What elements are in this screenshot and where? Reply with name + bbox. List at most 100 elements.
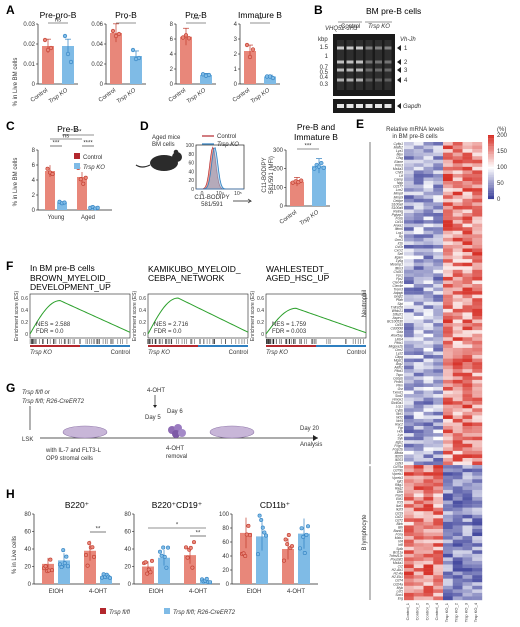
- heatmap-cell: [413, 323, 424, 327]
- gapdh-band: [356, 104, 363, 108]
- data-point: [84, 553, 89, 558]
- y-tick-label: 0: [28, 582, 32, 588]
- legend-swatch: [100, 608, 106, 614]
- heatmap-cell: [433, 560, 444, 565]
- heatmap-cell: [452, 362, 463, 366]
- gene-label: Chi3l1: [393, 270, 403, 274]
- heatmap-cell: [413, 298, 424, 302]
- gene-label: Gda: [397, 330, 403, 334]
- heatmap-cell: [433, 315, 444, 320]
- scale-segment: [488, 168, 494, 171]
- gsea-fdr: FDR = 0.003: [272, 329, 307, 335]
- significance-label: ****: [83, 141, 93, 147]
- heatmap-cell: [443, 532, 453, 537]
- heatmap-cell: [462, 578, 473, 583]
- heatmap-cell: [413, 315, 424, 320]
- bar: [298, 533, 310, 584]
- scale-segment: [488, 149, 494, 152]
- heatmap-cell: [472, 560, 483, 565]
- heatmap-cell: [472, 468, 483, 473]
- heatmap-cell: [443, 255, 453, 260]
- gel-group-control: Control: [341, 24, 360, 30]
- bar: [312, 165, 326, 206]
- heatmap-cell: [452, 383, 463, 388]
- heatmap-cell: [472, 511, 483, 515]
- y-tick-label: 40: [124, 547, 131, 553]
- heatmap-cell: [413, 230, 424, 235]
- heatmap-cell: [413, 386, 424, 391]
- heatmap-cell: [404, 518, 414, 523]
- heatmap-cell: [443, 592, 453, 597]
- y-tick-label: 40: [222, 554, 229, 560]
- heatmap-cell: [472, 337, 483, 342]
- gsea-y-tick: 0.4: [21, 308, 28, 314]
- heatmap-cell: [462, 422, 473, 427]
- heatmap-cell: [443, 276, 453, 281]
- heatmap-cell: [433, 479, 444, 484]
- heatmap-cell: [452, 284, 463, 288]
- heatmap-cell: [462, 234, 473, 239]
- heatmap-cell: [462, 454, 473, 459]
- heatmap-cell: [452, 553, 463, 558]
- legend-swatch: [74, 153, 80, 159]
- heatmap-cell: [423, 465, 434, 469]
- heatmap-cell: [404, 504, 414, 508]
- heatmap-cell: [452, 493, 463, 498]
- heatmap-cell: [413, 518, 424, 523]
- heatmap-cell: [433, 305, 444, 310]
- heatmap-cell: [452, 436, 463, 441]
- heatmap-cell: [433, 433, 444, 437]
- heatmap-cell: [413, 205, 424, 210]
- heatmap-cell: [413, 149, 424, 153]
- heatmap-cell: [443, 223, 453, 228]
- gel-band: [356, 68, 363, 72]
- heatmap-cell: [404, 298, 414, 302]
- heatmap-cell: [443, 142, 453, 146]
- heatmap-title-1: Relative mRNA levels: [386, 127, 444, 133]
- heatmap-cell: [462, 429, 473, 434]
- data-point: [90, 545, 95, 550]
- heatmap-cell: [404, 557, 414, 562]
- gene-label: Itgb2: [396, 440, 404, 444]
- panel-letter-h: H: [6, 487, 15, 501]
- heatmap-cell: [404, 337, 414, 342]
- gsea-nes: NES = 2.716: [154, 322, 189, 328]
- heatmap-cell: [443, 209, 453, 214]
- heatmap-cell: [443, 163, 453, 168]
- heatmap-cell: [413, 276, 424, 281]
- gel-band: [384, 78, 392, 82]
- heatmap-cell: [472, 298, 483, 302]
- subpanel-title: B220⁺CD19⁺: [152, 500, 203, 510]
- scale-segment: [488, 191, 494, 193]
- heatmap-cell: [404, 461, 414, 466]
- heatmap-cell: [433, 145, 444, 150]
- heatmap-cell: [433, 418, 444, 423]
- heatmap-cell: [462, 195, 473, 200]
- heatmap-cell: [472, 319, 483, 324]
- heatmap-cell: [462, 511, 473, 515]
- heatmap-cell: [433, 191, 444, 196]
- y-tick-label: 2: [170, 67, 174, 73]
- heatmap-cell: [462, 465, 473, 469]
- heatmap-cell: [452, 468, 463, 473]
- gel-unit: kbp: [318, 37, 328, 43]
- heatmap-cell: [443, 397, 453, 402]
- heatmap-cell: [404, 468, 414, 473]
- subpanel-title: Pre-B: [185, 10, 207, 20]
- scale-segment: [488, 141, 494, 144]
- heatmap-cell: [452, 390, 463, 395]
- heatmap-cell: [443, 418, 453, 423]
- significance-label: **: [258, 18, 263, 24]
- heatmap-cell: [443, 298, 453, 302]
- heatmap-cell: [433, 518, 444, 523]
- heatmap-cell: [472, 376, 483, 381]
- heatmap-cell: [413, 173, 424, 178]
- scale-segment: [488, 146, 494, 148]
- heatmap-cell: [472, 305, 483, 310]
- y-tick-label: 300: [273, 148, 284, 154]
- heatmap-cell: [443, 213, 453, 217]
- heatmap-cell: [423, 244, 434, 249]
- heatmap-cell: [462, 486, 473, 491]
- x-tick-label: Trsp KO: [250, 88, 272, 106]
- heatmap-cell: [452, 426, 463, 430]
